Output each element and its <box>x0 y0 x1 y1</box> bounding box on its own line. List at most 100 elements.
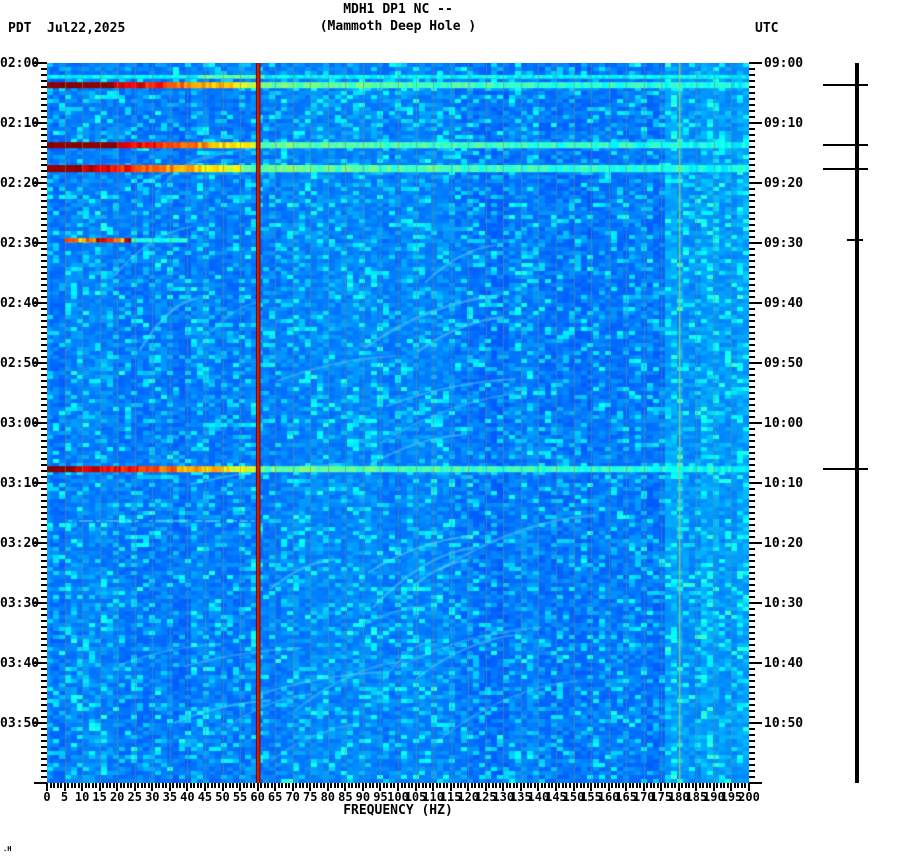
freq-minor-tick <box>330 783 333 788</box>
freq-tick-label: 80 <box>320 790 336 804</box>
freq-tick-label: 120 <box>457 790 480 804</box>
freq-major-tick <box>467 783 470 791</box>
right-time-label: 10:30 <box>764 596 804 611</box>
right-minor-tick <box>749 680 755 682</box>
freq-minor-tick <box>337 783 340 788</box>
freq-minor-tick <box>126 783 129 788</box>
left-minor-tick <box>41 560 47 562</box>
right-minor-tick <box>749 116 755 118</box>
freq-minor-tick <box>316 783 319 788</box>
left-minor-tick <box>41 338 47 340</box>
freq-minor-tick <box>225 783 227 788</box>
left-minor-tick <box>41 596 47 598</box>
freq-minor-tick <box>200 783 203 788</box>
left-minor-tick <box>41 776 47 778</box>
spectrogram-heatmap <box>47 63 749 783</box>
right-minor-tick <box>749 632 755 634</box>
left-minor-tick <box>41 110 47 112</box>
right-minor-tick <box>749 566 755 568</box>
freq-minor-tick <box>372 783 375 788</box>
freq-minor-tick <box>56 783 59 788</box>
freq-minor-tick <box>260 783 263 788</box>
left-minor-tick <box>41 668 47 670</box>
right-minor-tick <box>749 104 755 106</box>
freq-tick-label: 190 <box>703 790 725 804</box>
right-minor-tick <box>749 764 755 766</box>
left-minor-tick <box>41 446 47 448</box>
right-minor-tick <box>749 194 755 196</box>
left-minor-tick <box>41 188 47 190</box>
freq-minor-tick <box>463 783 466 788</box>
right-minor-tick <box>749 572 755 574</box>
right-time-label: 10:10 <box>764 476 804 491</box>
right-minor-tick <box>749 308 755 310</box>
freq-minor-tick <box>263 783 266 788</box>
left-minor-tick <box>41 416 47 418</box>
right-minor-tick <box>749 410 755 412</box>
freq-tick-label: 10 <box>74 790 90 804</box>
freq-minor-tick <box>526 783 529 788</box>
left-major-tick <box>34 482 47 484</box>
freq-minor-tick <box>351 783 354 788</box>
right-major-tick <box>749 62 762 64</box>
left-minor-tick <box>41 206 47 208</box>
freq-major-tick <box>625 783 628 791</box>
freq-minor-tick <box>604 783 607 788</box>
left-minor-tick <box>41 326 47 328</box>
freq-tick-label: 15 <box>92 790 107 804</box>
left-major-tick <box>34 302 47 304</box>
right-minor-tick <box>749 230 755 232</box>
freq-tick-label: 180 <box>667 790 690 804</box>
right-minor-tick <box>749 332 755 334</box>
left-time-label: 02:30 <box>0 236 40 251</box>
left-minor-tick <box>41 320 47 322</box>
right-major-tick <box>749 422 762 424</box>
freq-minor-tick <box>404 783 407 788</box>
left-minor-tick <box>41 74 47 76</box>
freq-minor-tick <box>491 783 494 788</box>
freq-minor-tick <box>407 783 410 788</box>
freq-major-tick <box>502 783 505 791</box>
freq-minor-tick <box>597 783 600 788</box>
left-minor-tick <box>41 692 47 694</box>
left-minor-tick <box>41 728 47 730</box>
freq-minor-tick <box>505 783 508 788</box>
left-minor-tick <box>41 710 47 712</box>
right-minor-tick <box>749 704 755 706</box>
freq-minor-tick <box>312 783 315 788</box>
right-minor-tick <box>749 338 755 340</box>
freq-minor-tick <box>305 783 308 788</box>
freq-minor-tick <box>193 783 196 788</box>
right-minor-tick <box>749 176 755 178</box>
left-minor-tick <box>41 584 47 586</box>
left-minor-tick <box>41 434 47 436</box>
freq-minor-tick <box>67 783 70 788</box>
right-minor-tick <box>749 404 755 406</box>
left-minor-tick <box>41 518 47 520</box>
freq-minor-tick <box>586 783 589 788</box>
left-minor-tick <box>41 218 47 220</box>
freq-minor-tick <box>70 783 73 788</box>
freq-tick-label: 35 <box>162 790 178 804</box>
freq-tick-label: 75 <box>303 790 318 804</box>
freq-minor-tick <box>154 783 157 788</box>
right-minor-tick <box>749 752 755 754</box>
freq-minor-tick <box>705 783 708 788</box>
freq-tick-label: 110 <box>422 790 444 804</box>
freq-minor-tick <box>418 783 421 788</box>
right-minor-tick <box>749 272 755 274</box>
timezone-left-label: PDT <box>8 21 32 36</box>
left-minor-tick <box>41 512 47 514</box>
right-minor-tick <box>749 440 755 442</box>
right-minor-tick <box>749 464 755 466</box>
freq-tick-label: 20 <box>109 790 125 804</box>
freq-minor-tick <box>684 783 687 788</box>
right-minor-tick <box>749 368 755 370</box>
right-minor-tick <box>749 644 755 646</box>
left-minor-tick <box>41 386 47 388</box>
freq-minor-tick <box>140 783 143 788</box>
left-minor-tick <box>41 764 47 766</box>
freq-minor-tick <box>512 783 515 788</box>
left-minor-tick <box>41 524 47 526</box>
freq-major-tick <box>607 783 610 791</box>
